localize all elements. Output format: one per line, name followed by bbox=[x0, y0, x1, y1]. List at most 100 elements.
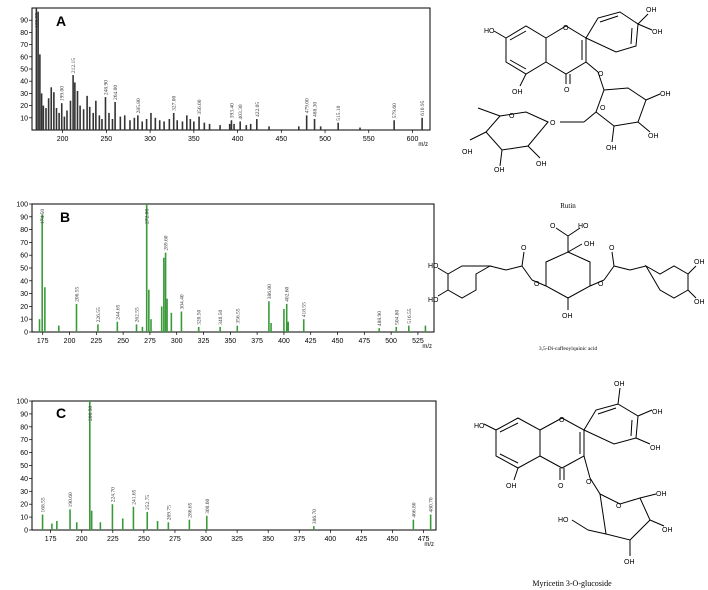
atom-oh-c5: OH bbox=[506, 483, 517, 490]
x-tick-label: 250 bbox=[117, 338, 129, 345]
x-tick-label: 425 bbox=[356, 536, 368, 543]
x-tick-label: 300 bbox=[171, 338, 183, 345]
x-tick-label: 175 bbox=[37, 338, 49, 345]
atom-oh-s1: OH bbox=[660, 91, 671, 98]
atom-glyc-o: O bbox=[598, 71, 604, 78]
peak-label: 320.50 bbox=[197, 310, 203, 325]
peak-label: 327.00 bbox=[172, 96, 178, 111]
x-tick-label: 425 bbox=[305, 338, 317, 345]
atom-oh-top: OH bbox=[614, 381, 625, 388]
y-tick-label: 90 bbox=[20, 411, 28, 418]
atom-oh-s2: OH bbox=[662, 527, 673, 534]
peak-label: 393.40 bbox=[229, 103, 235, 118]
atom-ester-o1: O bbox=[534, 281, 540, 288]
y-tick-label: 30 bbox=[20, 291, 28, 298]
y-tick-label: 30 bbox=[20, 91, 28, 98]
y-tick-label: 50 bbox=[20, 463, 28, 470]
peak-label: 226.55 bbox=[96, 307, 102, 322]
x-tick-label: 275 bbox=[169, 536, 181, 543]
peak-label: 422.05 bbox=[255, 102, 261, 117]
x-tick-label: 175 bbox=[45, 536, 57, 543]
peak-label: 199.00 bbox=[60, 86, 66, 101]
atom-ho-l1: HO bbox=[428, 263, 439, 270]
y-tick-label: 50 bbox=[20, 266, 28, 273]
peak-label: 466.80 bbox=[411, 502, 417, 517]
y-tick-label: 100 bbox=[16, 399, 28, 406]
atom-oh-s1: OH bbox=[656, 491, 667, 498]
x-tick-label: 500 bbox=[319, 136, 331, 143]
spectrum-panel-c: 0 10 20 30 40 50 60 70 80 90 100 175 200 225 250 275 300… bbox=[16, 399, 437, 548]
y-tick-label: 0 bbox=[24, 528, 28, 535]
peak-label: 418.55 bbox=[302, 302, 308, 317]
peak-label: 248.90 bbox=[103, 80, 109, 95]
peak-label: 285.80 bbox=[136, 98, 142, 113]
atom-ring-o: O bbox=[559, 417, 565, 424]
atom-oh-s2: OH bbox=[648, 133, 659, 140]
x-tick-label: 375 bbox=[251, 338, 263, 345]
plot-frame bbox=[31, 203, 435, 333]
atom-oh-r1: OH bbox=[652, 409, 663, 416]
peak-label: 479.00 bbox=[305, 98, 311, 113]
x-tick-label: 300 bbox=[144, 136, 156, 143]
x-tick-label: 375 bbox=[293, 536, 305, 543]
x-tick-label: 600 bbox=[407, 136, 419, 143]
peak-label: 488.30 bbox=[313, 102, 319, 117]
y-tick-label: 80 bbox=[20, 227, 28, 234]
peak-label: 272.00 bbox=[145, 209, 151, 224]
y-tick-label: 60 bbox=[20, 450, 28, 457]
atom-c4-o: O bbox=[558, 483, 564, 490]
atom-c4-o: O bbox=[564, 87, 570, 94]
peak-label: 300.60 bbox=[205, 498, 211, 513]
x-tick-label: 400 bbox=[278, 338, 290, 345]
structure-rutin: HO OH OH O OH O O O O O OH OH OH OH OH O… bbox=[462, 7, 671, 210]
atom-oh-s3: OH bbox=[624, 559, 635, 566]
atom-cooh-o: O bbox=[550, 223, 556, 230]
peak-label: 304.40 bbox=[179, 294, 185, 309]
peak-label: 269.75 bbox=[166, 505, 172, 520]
x-tick-label: 475 bbox=[418, 536, 430, 543]
x-tick-label: 325 bbox=[231, 536, 243, 543]
atom-link-o: O bbox=[550, 120, 556, 127]
atom-ester-o2: O bbox=[598, 281, 604, 288]
structure-myricetin-glucoside: HO O OH OH OH OH O O O OH OH OH HO Myric… bbox=[474, 381, 673, 588]
panel-label: A bbox=[56, 13, 66, 29]
atom-oh-top: OH bbox=[646, 7, 657, 14]
structure-name-rutin: Rutin bbox=[560, 202, 576, 210]
x-tick-label: 250 bbox=[101, 136, 113, 143]
x-tick-label: 225 bbox=[90, 338, 102, 345]
atom-ho-left: HO bbox=[474, 423, 485, 430]
peak-label: 252.75 bbox=[145, 495, 151, 510]
atom-cooh-oh: HO bbox=[578, 223, 589, 230]
peak-label: 480.70 bbox=[429, 497, 435, 512]
x-tick-label: 525 bbox=[412, 338, 424, 345]
atom-carbonyl2: O bbox=[609, 245, 615, 252]
peak-label: 262.55 bbox=[135, 307, 141, 322]
peak-label: 212.15 bbox=[71, 58, 77, 73]
peak-label: 168.55 bbox=[41, 497, 47, 512]
x-tick-label: 275 bbox=[144, 338, 156, 345]
x-tick-label: 450 bbox=[387, 536, 399, 543]
peak-label: 340.50 bbox=[218, 310, 224, 325]
x-tick-label: 350 bbox=[224, 338, 236, 345]
peak-label: 402.60 bbox=[285, 286, 291, 301]
structure-dicaffeoylquinic-acid: O HO OH HO HO O O O O OH OH OH 3,5-Di-ca… bbox=[428, 223, 705, 352]
x-tick-label: 325 bbox=[198, 338, 210, 345]
y-tick-label: 100 bbox=[16, 202, 28, 209]
x-tick-label: 400 bbox=[324, 536, 336, 543]
y-tick-label: 90 bbox=[20, 214, 28, 221]
y-tick-label: 40 bbox=[20, 278, 28, 285]
peak-label: 403.30 bbox=[238, 104, 244, 119]
y-tick-label: 30 bbox=[20, 489, 28, 496]
y-tick-label: 40 bbox=[20, 476, 28, 483]
peak-label: 356.55 bbox=[235, 308, 241, 323]
atom-c1-oh: OH bbox=[584, 241, 595, 248]
peak-label: 264.00 bbox=[113, 85, 119, 100]
x-tick-label: 350 bbox=[262, 536, 274, 543]
peak-label: 174.50 bbox=[40, 209, 46, 224]
atom-oh-catechol: OH bbox=[652, 29, 663, 36]
y-tick-label: 70 bbox=[20, 42, 28, 49]
x-tick-label: 250 bbox=[138, 536, 150, 543]
structure-name-myricetin-glucoside: Myricetin 3-O-glucoside bbox=[532, 579, 612, 588]
y-tick-label: 80 bbox=[20, 30, 28, 37]
panel-label: C bbox=[56, 405, 66, 421]
